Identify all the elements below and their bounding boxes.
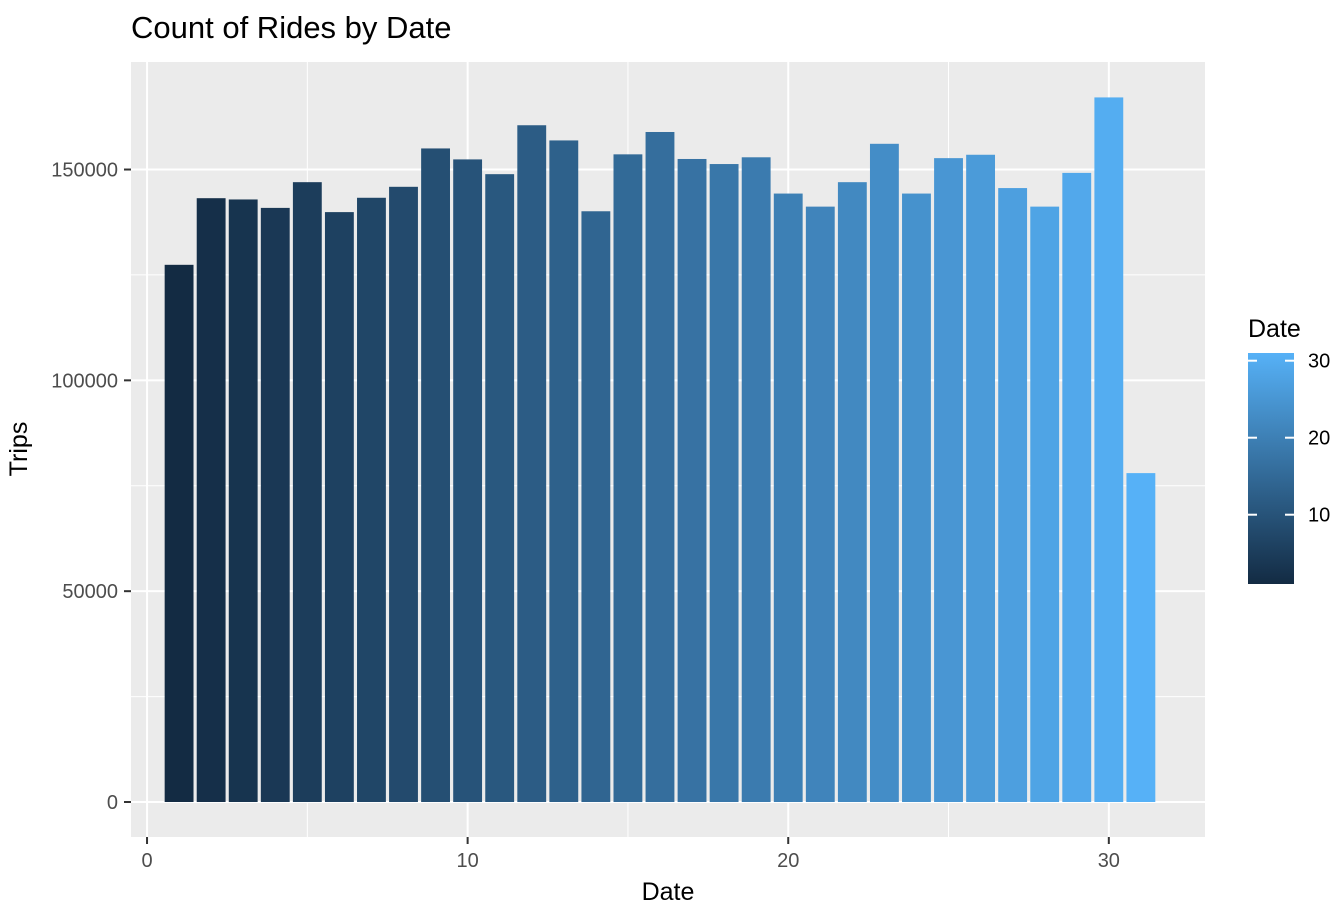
bar-date-8 xyxy=(389,186,418,803)
bar-date-2 xyxy=(196,198,226,803)
x-tick-label: 0 xyxy=(141,850,152,872)
bar-date-18 xyxy=(709,164,739,803)
bar-date-6 xyxy=(324,212,354,803)
y-tick-label: 100000 xyxy=(51,370,118,392)
bar-date-3 xyxy=(228,199,258,803)
x-axis: 0 10 20 30 xyxy=(141,837,1120,872)
chart-title: Count of Rides by Date xyxy=(131,10,452,45)
y-axis-title: Trips xyxy=(5,422,33,477)
bar-date-1 xyxy=(164,264,194,803)
bars xyxy=(164,97,1156,803)
bar-date-22 xyxy=(837,182,867,803)
bar-date-23 xyxy=(869,143,899,803)
bar-date-26 xyxy=(966,154,996,803)
bar-date-27 xyxy=(998,188,1028,803)
bar-date-28 xyxy=(1030,206,1060,803)
legend-ticks: 10 20 30 xyxy=(1248,351,1330,527)
bar-date-9 xyxy=(421,148,450,803)
bar-date-15 xyxy=(613,154,643,803)
bar-date-20 xyxy=(773,193,803,803)
bar-date-24 xyxy=(902,193,931,803)
bar-date-4 xyxy=(260,207,290,803)
bar-date-13 xyxy=(549,140,579,803)
bar-date-25 xyxy=(934,158,963,803)
bar-date-31 xyxy=(1126,473,1156,803)
bar-date-14 xyxy=(581,211,611,803)
y-tick-label: 0 xyxy=(107,792,118,814)
bar-date-29 xyxy=(1062,172,1092,803)
legend-label: 20 xyxy=(1308,428,1330,450)
bar-date-17 xyxy=(677,158,707,803)
bar-date-30 xyxy=(1094,97,1124,803)
bar-date-11 xyxy=(485,174,515,803)
bar-date-5 xyxy=(292,182,322,803)
x-tick-label: 30 xyxy=(1098,850,1120,872)
x-axis-title: Date xyxy=(642,878,695,906)
legend-label: 30 xyxy=(1308,351,1330,373)
legend-title: Date xyxy=(1248,315,1301,343)
bar-date-10 xyxy=(453,159,483,803)
y-tick-label: 50000 xyxy=(62,581,118,603)
y-axis: 0 50000 100000 150000 xyxy=(51,160,131,814)
bar-date-12 xyxy=(517,125,547,803)
bar-date-21 xyxy=(805,206,835,803)
x-tick-label: 10 xyxy=(457,850,479,872)
bar-date-19 xyxy=(741,157,771,803)
bar-date-7 xyxy=(357,197,386,803)
legend-colorbar xyxy=(1248,353,1294,584)
x-tick-label: 20 xyxy=(777,850,799,872)
y-tick-label: 150000 xyxy=(51,160,118,182)
legend: Date 10 20 30 xyxy=(1248,315,1330,584)
legend-label: 10 xyxy=(1308,505,1330,527)
bar-date-16 xyxy=(645,131,675,803)
